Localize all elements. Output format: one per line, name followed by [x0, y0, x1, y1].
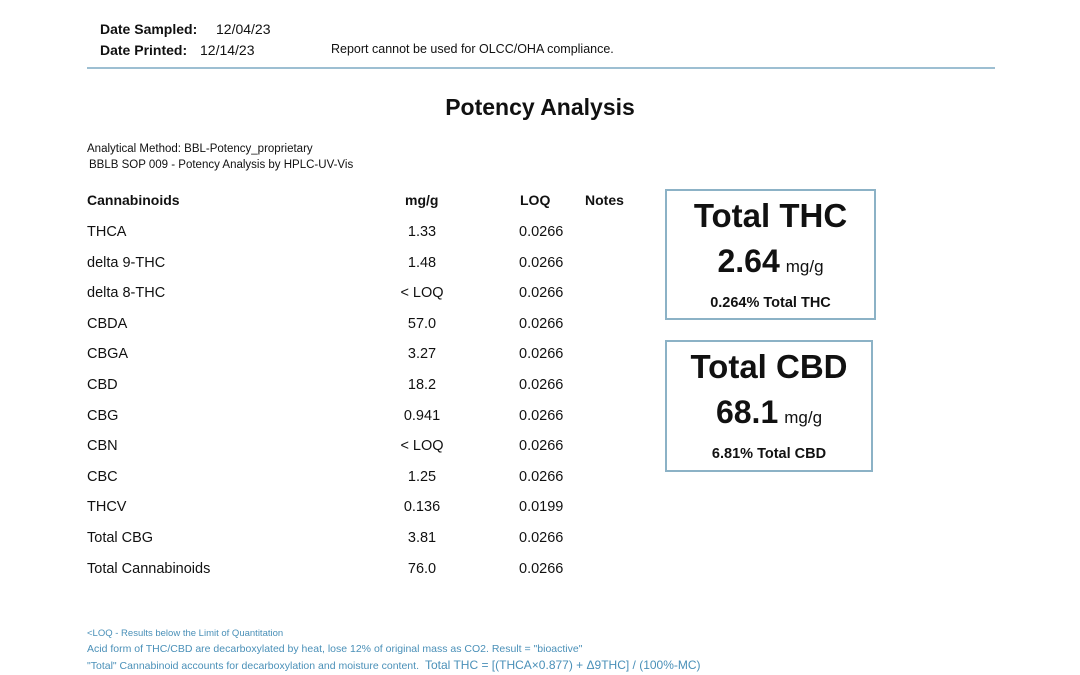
mg-per-g-value: 76.0 — [407, 560, 437, 577]
loq-value: 0.0266 — [519, 530, 564, 546]
mg-per-g-value: 1.33 — [407, 224, 437, 240]
analytical-method: Analytical Method: BBL-Potency_proprieta… — [87, 141, 353, 173]
loq-value: 0.0266 — [519, 407, 564, 424]
column-header-notes: Notes — [585, 192, 624, 208]
cannabinoid-name: CBDA — [87, 315, 128, 332]
total-thc-percent: 0.264% Total THC — [710, 295, 831, 311]
column-header-loq: LOQ — [520, 192, 551, 208]
total-cbd-box: Total CBD 68.1 mg/g 6.81% Total CBD — [665, 340, 873, 472]
method-line-1: Analytical Method: BBL-Potency_proprieta… — [87, 143, 313, 155]
mg-per-g-value: 57.0 — [407, 315, 437, 332]
page-title: Potency Analysis — [445, 94, 635, 120]
cannabinoid-name: delta 8-THC — [87, 285, 166, 302]
table-row: THCV 0.136 0.0199 — [0, 499, 640, 523]
table-row: CBD 18.2 0.0266 — [0, 377, 640, 401]
loq-value: 0.0199 — [519, 499, 564, 516]
table-row: Total CBG 3.81 0.0266 — [0, 530, 640, 554]
mg-per-g-value: 1.25 — [407, 468, 437, 485]
date-sampled-row: Date Sampled: 12/04/23 — [100, 21, 271, 37]
mg-per-g-value: 0.941 — [403, 407, 441, 424]
compliance-disclaimer: Report cannot be used for OLCC/OHA compl… — [331, 42, 614, 56]
date-printed-label: Date Printed: — [100, 42, 188, 58]
table-row: CBC 1.25 0.0266 — [0, 469, 640, 493]
date-sampled-label: Date Sampled: — [100, 21, 198, 37]
loq-value: 0.0266 — [519, 438, 564, 455]
table-row: CBN < LOQ 0.0266 — [0, 438, 640, 462]
table-row: CBG 0.941 0.0266 — [0, 408, 640, 432]
total-thc-value: 2.64 — [717, 243, 780, 279]
date-printed-value: 12/14/23 — [200, 42, 255, 58]
loq-value: 0.0266 — [519, 315, 564, 332]
cannabinoid-name: Total CBG — [87, 530, 154, 546]
loq-value: 0.0266 — [519, 254, 564, 271]
cannabinoid-name: CBN — [87, 438, 118, 455]
column-header-mg-per-g: mg/g — [405, 192, 439, 208]
total-cbd-percent: 6.81% Total CBD — [711, 446, 827, 462]
cannabinoid-name: CBC — [87, 468, 118, 485]
loq-value: 0.0266 — [519, 285, 564, 302]
mg-per-g-value: < LOQ — [400, 438, 444, 455]
footnote-decarboxylation: Acid form of THC/CBD are decarboxylated … — [87, 643, 583, 655]
table-row: THCA 1.33 0.0266 — [0, 224, 640, 248]
column-header-cannabinoids: Cannabinoids — [87, 192, 180, 208]
total-thc-title: Total THC — [693, 197, 848, 234]
cannabinoid-name: THCA — [87, 224, 127, 240]
date-sampled-value: 12/04/23 — [216, 21, 271, 37]
cannabinoid-name: delta 9-THC — [87, 254, 166, 271]
total-cbd-value: 68.1 — [715, 394, 779, 430]
cannabinoid-name: CBG — [87, 407, 119, 424]
mg-per-g-value: 3.81 — [407, 530, 437, 546]
mg-per-g-value: 0.136 — [403, 499, 441, 516]
total-thc-box: Total THC 2.64 mg/g 0.264% Total THC — [665, 189, 876, 320]
loq-value: 0.0266 — [519, 346, 564, 363]
cannabinoid-name: CBD — [87, 377, 118, 393]
loq-value: 0.0266 — [519, 468, 564, 485]
footnote-loq: <LOQ - Results below the Limit of Quanti… — [87, 628, 284, 639]
total-cbd-amount: 68.1 mg/g — [667, 394, 871, 431]
total-thc-amount: 2.64 mg/g — [667, 243, 874, 280]
table-row: delta 9-THC 1.48 0.0266 — [0, 255, 640, 279]
table-row: CBDA 57.0 0.0266 — [0, 316, 640, 340]
cannabinoid-name: CBGA — [87, 346, 129, 363]
total-cbd-title: Total CBD — [690, 348, 848, 385]
loq-value: 0.0266 — [519, 224, 564, 240]
total-thc-unit: mg/g — [785, 257, 824, 276]
loq-value: 0.0266 — [519, 377, 564, 393]
mg-per-g-value: 3.27 — [407, 346, 437, 363]
mg-per-g-value: < LOQ — [400, 285, 444, 302]
mg-per-g-value: 18.2 — [407, 377, 437, 393]
method-line-2: BBLB SOP 009 - Potency Analysis by HPLC-… — [89, 159, 354, 171]
footnote-total: "Total" Cannabinoid accounts for decarbo… — [87, 658, 701, 672]
table-row: delta 8-THC < LOQ 0.0266 — [0, 285, 640, 309]
thc-formula: Total THC = [(THCA×0.877) + Δ9THC] / (10… — [425, 658, 701, 672]
loq-value: 0.0266 — [519, 560, 564, 577]
header-divider — [87, 67, 995, 69]
cannabinoid-name: Total Cannabinoids — [87, 560, 211, 577]
table-row: Total Cannabinoids 76.0 0.0266 — [0, 561, 640, 585]
date-printed-row: Date Printed: 12/14/23 — [100, 42, 255, 58]
cannabinoid-name: THCV — [87, 499, 127, 516]
table-row: CBGA 3.27 0.0266 — [0, 346, 640, 370]
footnote-total-text: "Total" Cannabinoid accounts for decarbo… — [87, 660, 419, 672]
mg-per-g-value: 1.48 — [407, 254, 437, 271]
total-cbd-unit: mg/g — [784, 408, 823, 427]
